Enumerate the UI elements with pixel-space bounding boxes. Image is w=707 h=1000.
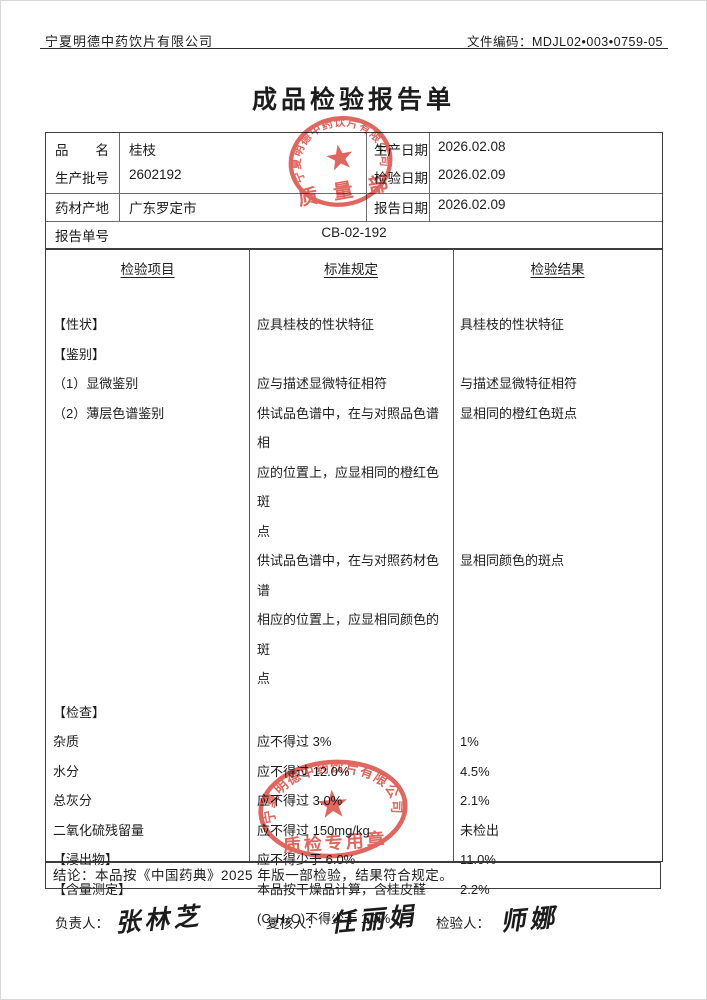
reviewer-signature: 任丽娟 bbox=[329, 902, 419, 938]
standard-cell: 应不得过 3% bbox=[257, 734, 332, 749]
item-cell: 二氧化硫残留量 bbox=[53, 822, 145, 838]
item-cell: 【检查】 bbox=[53, 704, 106, 720]
signature-row: 负责人： 张林芝 复核人： 任丽娟 检验人： 师娜 bbox=[0, 898, 707, 948]
item-cell: 总灰分 bbox=[53, 793, 93, 808]
product-name-value: 桂枝 bbox=[129, 143, 156, 158]
table-header-row: 检验项目 标准规定 检验结果 bbox=[46, 249, 662, 278]
result-cell bbox=[449, 698, 659, 728]
item-cell: （2）薄层色谱鉴别 bbox=[53, 405, 165, 421]
info-col-divider bbox=[429, 133, 430, 221]
col-header-item: 检验项目 bbox=[120, 262, 175, 277]
production-date-label: 生产日期 bbox=[374, 143, 428, 158]
col-header-result: 检验结果 bbox=[530, 262, 585, 277]
info-table: 品 名 桂枝 生产批号 2602192 药材产地 广东罗定市 生产日期 2026… bbox=[45, 132, 663, 250]
item-cell: 【性状】 bbox=[53, 317, 106, 332]
standard-cell: 应不得过 150mg/kg bbox=[257, 822, 370, 838]
standard-cell bbox=[246, 340, 449, 370]
result-cell: 显相同的橙红色斑点 bbox=[460, 405, 578, 421]
inspection-table-body: 【性状】 应具桂枝的性状特征 具桂枝的性状特征 【鉴别】 （1）显微鉴别 应与描… bbox=[46, 293, 662, 934]
item-cell: 【鉴别】 bbox=[53, 346, 106, 362]
info-row-divider bbox=[46, 193, 662, 194]
result-cell: 2.1% bbox=[460, 793, 490, 808]
standard-cell: 应不得过 3.0% bbox=[257, 793, 343, 808]
table-row: 【鉴别】 bbox=[46, 340, 662, 370]
result-cell: 具桂枝的性状特征 bbox=[460, 317, 565, 332]
standard-cell: 供试品色谱中，在与对照药材色谱 相应的位置上，应显相同颜色的斑 点 bbox=[257, 553, 440, 686]
reviewer-label: 复核人： bbox=[266, 916, 320, 931]
result-cell: 4.5% bbox=[460, 763, 490, 779]
item-cell: 【含量测定】 bbox=[53, 881, 132, 897]
info-col-divider bbox=[119, 133, 120, 221]
origin-value: 广东罗定市 bbox=[129, 201, 197, 216]
report-date-value: 2026.02.09 bbox=[438, 197, 506, 212]
inspection-table: 检验项目 标准规定 检验结果 【性状】 应具桂枝的性状特征 具桂枝的性状特征 【… bbox=[45, 248, 663, 926]
standard-cell: 应与描述显微特征相符 bbox=[257, 376, 388, 391]
item-cell: 水分 bbox=[53, 763, 80, 779]
report-number-value: CB-02-192 bbox=[321, 225, 387, 240]
table-row: 供试品色谱中，在与对照药材色谱 相应的位置上，应显相同颜色的斑 点 显相同颜色的… bbox=[46, 546, 662, 694]
result-cell: 显相同颜色的斑点 bbox=[460, 553, 565, 568]
result-cell: 1% bbox=[460, 734, 479, 749]
table-row: 二氧化硫残留量 应不得过 150mg/kg 未检出 bbox=[46, 816, 662, 846]
table-col-divider bbox=[453, 249, 454, 861]
page-title: 成品检验报告单 bbox=[251, 86, 455, 114]
header-rule bbox=[40, 48, 668, 49]
report-date-label: 报告日期 bbox=[374, 201, 428, 216]
col-header-standard: 标准规定 bbox=[324, 262, 378, 277]
result-cell: 与描述显微特征相符 bbox=[460, 376, 578, 391]
table-row: （1）显微鉴别 应与描述显微特征相符 与描述显微特征相符 bbox=[46, 369, 662, 399]
standard-cell: 应具桂枝的性状特征 bbox=[257, 317, 375, 332]
result-cell: 2.2% bbox=[460, 881, 490, 897]
production-date-value: 2026.02.08 bbox=[438, 139, 506, 154]
standard-cell: 供试品色谱中，在与对照品色谱相 应的位置上，应显相同的橙红色斑 点 bbox=[257, 405, 440, 539]
info-row-divider bbox=[46, 221, 662, 222]
inspector-signature: 师娜 bbox=[499, 903, 560, 937]
conclusion-box: 结论：本品按《中国药典》2025 年版一部检验，结果符合规定。 bbox=[45, 862, 661, 889]
item-cell bbox=[46, 546, 246, 576]
table-row: 总灰分 应不得过 3.0% 2.1% bbox=[46, 786, 662, 816]
origin-label: 药材产地 bbox=[55, 201, 109, 216]
result-cell: 11.0% bbox=[460, 852, 496, 867]
batch-number-value: 2602192 bbox=[129, 167, 182, 182]
batch-number-label: 生产批号 bbox=[55, 171, 109, 186]
inspection-date-value: 2026.02.09 bbox=[438, 167, 506, 182]
responsible-signature: 张林芝 bbox=[114, 902, 204, 938]
table-row: 【检查】 bbox=[46, 698, 662, 728]
standard-cell bbox=[246, 698, 449, 728]
product-name-label: 品 名 bbox=[55, 143, 109, 158]
table-row: （2）薄层色谱鉴别 供试品色谱中，在与对照品色谱相 应的位置上，应显相同的橙红色… bbox=[46, 399, 662, 547]
item-cell: 杂质 bbox=[53, 734, 80, 749]
item-cell: 【浸出物】 bbox=[53, 852, 119, 867]
info-col-divider bbox=[366, 133, 367, 221]
company-name: 宁夏明德中药饮片有限公司 bbox=[45, 34, 214, 49]
responsible-label: 负责人： bbox=[55, 916, 109, 931]
standard-cell: 本品按干燥品计算，含桂皮醛 (C₉H₈O)不得少于 1.0% bbox=[257, 881, 427, 927]
table-row: 杂质 应不得过 3% 1% bbox=[46, 727, 662, 757]
standard-cell: 应不得过 12.0% bbox=[257, 763, 350, 779]
table-row: 【性状】 应具桂枝的性状特征 具桂枝的性状特征 bbox=[46, 310, 662, 340]
inspector-label: 检验人： bbox=[436, 916, 490, 931]
table-row: 【含量测定】 本品按干燥品计算，含桂皮醛 (C₉H₈O)不得少于 1.0% 2.… bbox=[46, 875, 662, 934]
result-cell bbox=[449, 340, 659, 370]
document-code: 文件编码：MDJL02•003•0759-05 bbox=[466, 35, 663, 49]
table-row: 水分 应不得过 12.0% 4.5% bbox=[46, 757, 662, 787]
result-cell: 未检出 bbox=[460, 822, 500, 838]
item-cell: （1）显微鉴别 bbox=[53, 376, 139, 391]
table-col-divider bbox=[249, 249, 250, 861]
report-number-label: 报告单号 bbox=[55, 229, 109, 244]
inspection-date-label: 检验日期 bbox=[374, 171, 428, 186]
